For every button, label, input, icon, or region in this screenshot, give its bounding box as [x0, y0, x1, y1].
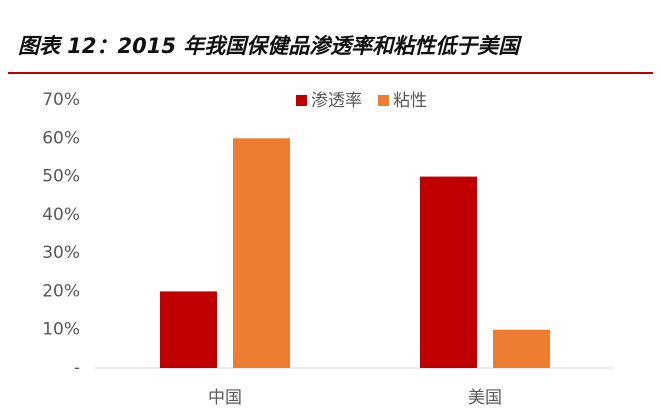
y-tick-label: 70% — [42, 90, 80, 110]
y-tick-label: 20% — [42, 281, 80, 301]
y-tick-label: 10% — [42, 320, 80, 340]
bar — [493, 329, 550, 368]
legend-label: 渗透率 — [311, 91, 362, 111]
legend-swatch — [378, 95, 389, 106]
chart-title: 图表 12：2015 年我国保健品渗透率和粘性低于美国 — [18, 34, 522, 58]
y-tick-label: 40% — [42, 205, 80, 225]
y-tick-label: 60% — [42, 128, 80, 148]
bar — [160, 291, 217, 368]
bar — [233, 138, 290, 368]
legend-label: 粘性 — [393, 91, 427, 111]
x-tick-label: 中国 — [208, 388, 242, 408]
legend-swatch — [296, 95, 307, 106]
y-tick-label: 30% — [42, 243, 80, 263]
x-tick-label: 美国 — [468, 388, 502, 408]
y-tick-label: 50% — [42, 167, 80, 187]
bar — [420, 176, 477, 368]
y-tick-label: - — [74, 358, 80, 378]
